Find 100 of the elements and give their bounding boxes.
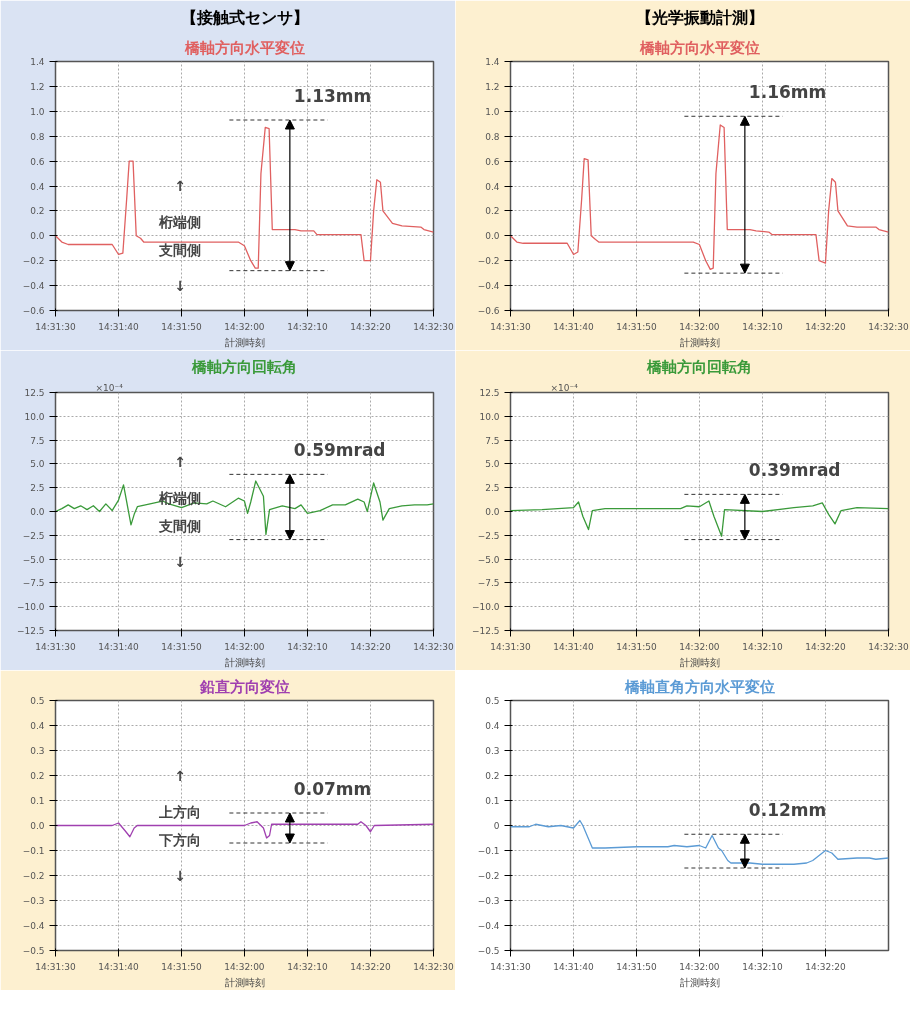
x-tick-label: 14:31:40	[98, 961, 140, 972]
x-tick-label: 14:32:10	[287, 321, 328, 332]
y-tick-label: −0.5	[477, 946, 500, 956]
y-tick-label: 12.5	[24, 388, 45, 398]
y-tick-label: 0.0	[485, 231, 500, 242]
annotation: 0.39mrad	[748, 460, 841, 481]
x-tick-label: 14:31:50	[616, 321, 658, 332]
y-tick-label: 0.2	[485, 771, 500, 781]
chart-title: 鉛直方向変位	[198, 677, 290, 696]
y-tick-label: 0.8	[30, 131, 45, 142]
y-axis-title: ×10⁻⁴	[95, 382, 124, 393]
y-tick-label: −2.5	[477, 530, 500, 541]
y-tick-label: −0.1	[22, 846, 45, 856]
x-tick-label: 14:31:30	[35, 641, 76, 652]
y-tick-label: 0.4	[485, 721, 500, 731]
x-tick-label: 14:32:30	[413, 641, 454, 652]
annotation: 0.59mrad	[293, 440, 386, 461]
y-tick-label: −0.2	[477, 256, 500, 267]
y-tick-label: 0.4	[485, 181, 500, 192]
y-tick-label: 0.2	[485, 206, 500, 217]
y-tick-label: 0.6	[485, 156, 500, 167]
y-tick-label: 0.2	[30, 771, 45, 781]
x-tick-label: 14:32:00	[679, 321, 720, 332]
annotation: 支間側	[158, 241, 202, 258]
y-tick-label: 1.4	[30, 57, 45, 67]
x-tick-label: 14:31:40	[98, 321, 140, 332]
x-tick-label: 14:31:40	[98, 641, 140, 652]
y-tick-label: 10.0	[24, 411, 45, 422]
y-tick-label: −10.0	[16, 602, 45, 613]
chart-subtitle: 【接触式センサ】	[180, 7, 309, 27]
x-tick-label: 14:31:50	[616, 961, 658, 972]
annotation: ↓	[174, 867, 187, 884]
y-tick-label: −0.3	[22, 896, 45, 906]
x-tick-label: 14:31:40	[553, 961, 595, 972]
y-tick-label: −0.4	[477, 281, 500, 292]
x-axis-title: 計測時刻	[679, 976, 720, 988]
y-tick-label: −7.5	[477, 578, 500, 589]
x-tick-label: 14:32:20	[805, 321, 846, 332]
y-tick-label: −12.5	[16, 626, 45, 636]
y-tick-label: 0.6	[30, 156, 45, 167]
y-tick-label: −0.5	[22, 946, 45, 956]
annotation: 0.12mm	[748, 800, 827, 821]
y-tick-label: −0.4	[477, 921, 500, 931]
y-tick-label: 2.5	[30, 483, 45, 494]
y-tick-label: −7.5	[22, 578, 45, 589]
y-tick-label: −5.0	[22, 554, 45, 565]
x-tick-label: 14:31:50	[161, 961, 203, 972]
annotation: ↑	[174, 767, 187, 784]
y-tick-label: 0.2	[30, 206, 45, 217]
x-tick-label: 14:31:40	[553, 321, 595, 332]
y-tick-label: 0.5	[485, 696, 500, 706]
x-tick-label: 14:32:20	[350, 641, 391, 652]
y-tick-label: 0.3	[30, 746, 45, 756]
y-tick-label: −0.6	[22, 306, 45, 316]
annotation: 0.07mm	[293, 779, 372, 799]
x-tick-label: 14:31:30	[35, 321, 76, 332]
annotation: ↓	[174, 277, 187, 294]
annotation: 上方向	[158, 803, 202, 820]
y-tick-label: 1.2	[485, 81, 500, 92]
x-tick-label: 14:32:00	[224, 641, 265, 652]
y-tick-label: 0.1	[485, 796, 500, 806]
y-tick-label: −10.0	[471, 602, 500, 613]
x-axis-title: 計測時刻	[224, 976, 265, 988]
y-tick-label: −0.4	[22, 281, 45, 292]
y-tick-label: −0.2	[477, 871, 500, 881]
x-tick-label: 14:31:40	[553, 641, 595, 652]
y-tick-label: −0.3	[477, 896, 500, 906]
x-tick-label: 14:32:00	[679, 961, 720, 972]
y-tick-label: 5.0	[485, 459, 500, 470]
annotation: 1.16mm	[748, 82, 827, 103]
x-axis-title: 計測時刻	[224, 656, 265, 668]
x-tick-label: 14:32:30	[868, 641, 909, 652]
y-tick-label: −0.4	[22, 921, 45, 931]
annotation: ↓	[174, 553, 187, 570]
x-tick-label: 14:32:20	[805, 961, 846, 972]
annotation: 支間側	[158, 517, 202, 534]
y-tick-label: −5.0	[477, 554, 500, 565]
annotation: 桁端側	[158, 213, 202, 230]
y-tick-label: 0.1	[30, 796, 45, 806]
y-tick-label: −0.2	[22, 256, 45, 267]
x-tick-label: 14:32:20	[350, 321, 391, 332]
x-tick-label: 14:32:10	[742, 321, 783, 332]
annotation: 下方向	[158, 831, 202, 848]
x-tick-label: 14:32:10	[742, 641, 783, 652]
x-tick-label: 14:31:50	[161, 641, 203, 652]
y-tick-label: 0.0	[30, 231, 45, 242]
y-tick-label: −2.5	[22, 530, 45, 541]
x-tick-label: 14:32:20	[350, 961, 391, 972]
chart-title: 橋軸方向水平変位	[638, 38, 760, 57]
y-tick-label: −12.5	[471, 626, 500, 636]
chart-title: 橋軸方向回転角	[191, 357, 297, 376]
x-tick-label: 14:31:50	[161, 321, 203, 332]
y-tick-label: 7.5	[485, 435, 500, 446]
x-tick-label: 14:32:00	[224, 961, 265, 972]
y-tick-label: 0.5	[30, 696, 45, 706]
y-tick-label: 1.2	[30, 81, 45, 92]
y-tick-label: −0.6	[477, 306, 500, 316]
y-tick-label: 2.5	[485, 483, 500, 494]
x-tick-label: 14:32:20	[805, 641, 846, 652]
x-tick-label: 14:32:30	[868, 321, 909, 332]
